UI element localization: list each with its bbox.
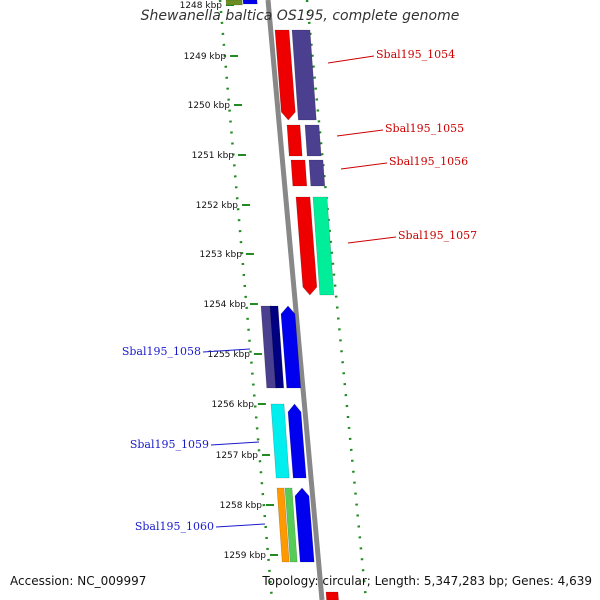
gene-label: Sbal195_1058 (122, 345, 201, 358)
gene-block-sbal195-1060-arrow (294, 487, 315, 563)
kbp-tick-label: 1252 kbp (196, 201, 239, 211)
gene-block-sbal195-1055-cds (304, 124, 322, 157)
gene-block-sbal195-1056 (290, 159, 308, 187)
gene-label: Sbal195_1059 (130, 438, 209, 451)
gene-label-leader (327, 55, 375, 64)
gene-label-leader (215, 523, 266, 528)
inner-dotted-ring (218, 0, 274, 600)
gene-block-sbal195-1060 (276, 487, 290, 563)
gene-block-sbal195-1059 (270, 403, 290, 479)
gene-label-leader (340, 162, 388, 170)
genome-title: Shewanella baltica OS195, complete genom… (140, 8, 460, 24)
gene-label: Sbal195_1056 (389, 155, 468, 168)
gene-fragment (242, 0, 258, 5)
outer-dotted-ring (305, 0, 368, 600)
gene-label: Sbal195_1055 (385, 122, 464, 135)
gene-block-sbal195-1054-cds (291, 29, 317, 121)
gene-fragment (225, 0, 243, 6)
gene-label: Sbal195_1057 (398, 229, 477, 242)
gene-label-leader (202, 348, 251, 353)
accession-text: Accession: NC_009997 (10, 574, 147, 588)
kbp-tick-label: 1251 kbp (192, 151, 235, 161)
kbp-tick-label: 1249 kbp (184, 52, 227, 62)
gene-fragment (325, 591, 339, 600)
gene-label-leader (210, 441, 260, 446)
gene-block-sbal195-1056-cds (308, 159, 326, 187)
genome-summary-text: Topology: circular; Length: 5,347,283 bp… (262, 574, 592, 588)
gene-block-sbal195-1060-cds (284, 487, 298, 563)
gene-block-sbal195-1054 (274, 29, 296, 121)
kbp-tick-label: 1254 kbp (204, 300, 247, 310)
gene-label: Sbal195_1060 (135, 520, 214, 533)
gene-block-sbal195-1058-arrow (280, 305, 302, 389)
gene-block-sbal195-1057-cds (312, 196, 335, 296)
genome-backbone (265, 0, 325, 600)
kbp-tick-label: 1256 kbp (212, 400, 255, 410)
gene-block-sbal195-1057 (295, 196, 318, 296)
kbp-tick-label: 1248 kbp (180, 1, 223, 11)
kbp-tick-label: 1250 kbp (188, 101, 231, 111)
gene-block-sbal195-1058-cds (269, 305, 285, 389)
gene-label: Sbal195_1054 (376, 48, 455, 61)
gene-label-leader (347, 236, 397, 244)
gene-block-sbal195-1059-arrow (287, 403, 307, 479)
kbp-tick-label: 1258 kbp (220, 501, 263, 511)
kbp-tick-label: 1259 kbp (224, 551, 267, 561)
kbp-tick-label: 1255 kbp (208, 350, 251, 360)
kbp-tick-label: 1253 kbp (200, 250, 243, 260)
gene-label-leader (336, 129, 384, 137)
gene-block-sbal195-1055 (286, 124, 303, 157)
kbp-tick-label: 1257 kbp (216, 451, 259, 461)
